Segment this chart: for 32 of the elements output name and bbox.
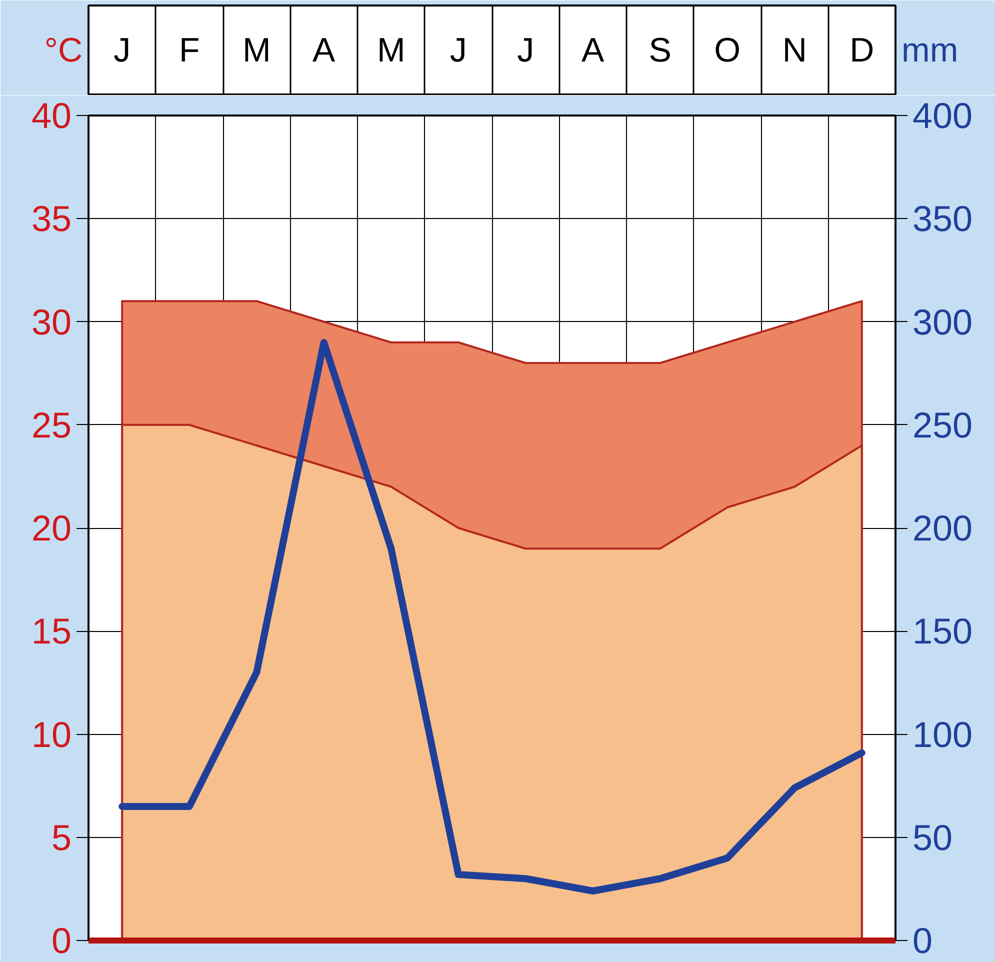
y2-tick-label: 100	[912, 714, 973, 755]
y2-tick-label: 150	[912, 610, 973, 652]
x-tick-label: M	[376, 32, 406, 70]
y-tick-label: 40	[31, 95, 72, 136]
y-tick-label: 5	[51, 816, 72, 858]
x-tick-label: J	[517, 32, 534, 70]
y2-tick-label: 50	[912, 816, 953, 858]
y-tick-label: 10	[31, 714, 72, 755]
y-axis-title: °C	[44, 32, 83, 70]
y2-axis-title: mm	[902, 32, 958, 70]
x-tick-label: O	[714, 32, 741, 70]
x-tick-label: J	[114, 32, 131, 70]
x-tick-label: A	[312, 32, 336, 70]
y-tick-label: 25	[31, 404, 72, 446]
y-tick-label: 35	[31, 198, 72, 240]
x-tick-label: J	[450, 32, 467, 70]
x-tick-label: F	[178, 32, 200, 70]
y2-tick-label: 400	[912, 95, 973, 136]
x-tick-label: S	[648, 32, 672, 70]
y-tick-label: 15	[31, 610, 72, 652]
y-tick-label: 30	[31, 301, 72, 342]
x-tick-label: N	[782, 32, 807, 70]
y-tick-label: 20	[31, 508, 72, 548]
y2-tick-label: 300	[912, 301, 973, 342]
y2-tick-label: 0	[912, 920, 933, 961]
y2-tick-label: 350	[912, 198, 973, 240]
x-tick-label: D	[850, 32, 874, 70]
x-tick-label: A	[582, 32, 605, 70]
y2-tick-label: 250	[912, 404, 973, 446]
y-tick-label: 0	[51, 920, 72, 961]
x-tick-label: M	[242, 32, 271, 70]
y2-tick-label: 200	[912, 508, 973, 548]
